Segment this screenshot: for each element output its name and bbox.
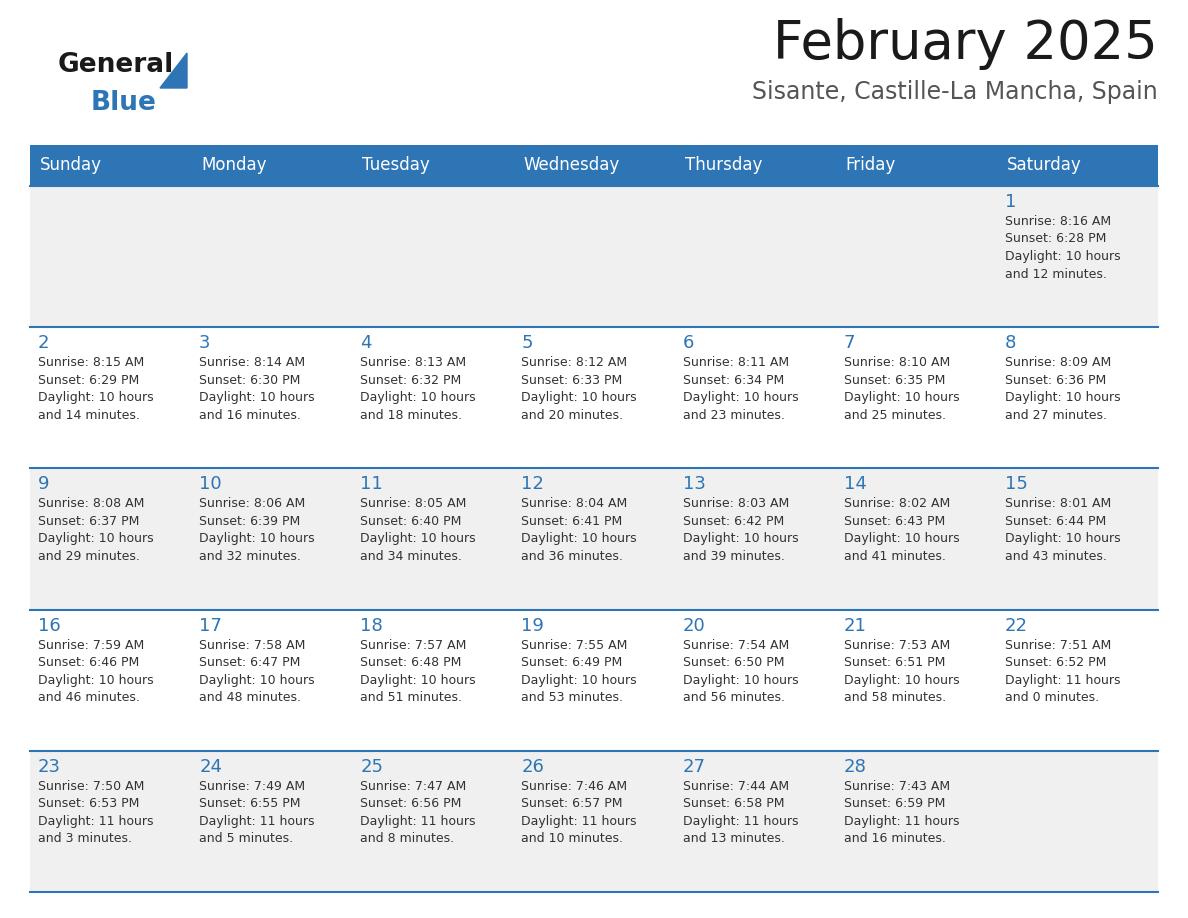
- Text: 11: 11: [360, 476, 383, 493]
- Text: Sunrise: 8:14 AM
Sunset: 6:30 PM
Daylight: 10 hours
and 16 minutes.: Sunrise: 8:14 AM Sunset: 6:30 PM Dayligh…: [200, 356, 315, 421]
- Text: 24: 24: [200, 757, 222, 776]
- Text: 9: 9: [38, 476, 50, 493]
- Text: 25: 25: [360, 757, 384, 776]
- Text: Sunrise: 7:54 AM
Sunset: 6:50 PM
Daylight: 10 hours
and 56 minutes.: Sunrise: 7:54 AM Sunset: 6:50 PM Dayligh…: [683, 639, 798, 704]
- Text: Sunrise: 8:05 AM
Sunset: 6:40 PM
Daylight: 10 hours
and 34 minutes.: Sunrise: 8:05 AM Sunset: 6:40 PM Dayligh…: [360, 498, 476, 563]
- Text: Blue: Blue: [91, 90, 157, 116]
- Text: 23: 23: [38, 757, 61, 776]
- Bar: [30, 751, 1158, 892]
- Text: Sunrise: 8:11 AM
Sunset: 6:34 PM
Daylight: 10 hours
and 23 minutes.: Sunrise: 8:11 AM Sunset: 6:34 PM Dayligh…: [683, 356, 798, 421]
- Text: 5: 5: [522, 334, 533, 353]
- Bar: [30, 610, 1158, 751]
- Text: 7: 7: [843, 334, 855, 353]
- Text: 20: 20: [683, 617, 706, 634]
- Text: February 2025: February 2025: [773, 18, 1158, 70]
- Text: Monday: Monday: [201, 156, 266, 174]
- Text: 14: 14: [843, 476, 866, 493]
- Text: 26: 26: [522, 757, 544, 776]
- Text: Sunrise: 7:59 AM
Sunset: 6:46 PM
Daylight: 10 hours
and 46 minutes.: Sunrise: 7:59 AM Sunset: 6:46 PM Dayligh…: [38, 639, 153, 704]
- Text: Sunrise: 7:47 AM
Sunset: 6:56 PM
Daylight: 11 hours
and 8 minutes.: Sunrise: 7:47 AM Sunset: 6:56 PM Dayligh…: [360, 779, 475, 845]
- Text: Sunrise: 7:51 AM
Sunset: 6:52 PM
Daylight: 11 hours
and 0 minutes.: Sunrise: 7:51 AM Sunset: 6:52 PM Dayligh…: [1005, 639, 1120, 704]
- Text: 28: 28: [843, 757, 866, 776]
- Text: 16: 16: [38, 617, 61, 634]
- Text: Sunrise: 7:57 AM
Sunset: 6:48 PM
Daylight: 10 hours
and 51 minutes.: Sunrise: 7:57 AM Sunset: 6:48 PM Dayligh…: [360, 639, 476, 704]
- Text: Sunrise: 8:13 AM
Sunset: 6:32 PM
Daylight: 10 hours
and 18 minutes.: Sunrise: 8:13 AM Sunset: 6:32 PM Dayligh…: [360, 356, 476, 421]
- Text: Sunrise: 8:15 AM
Sunset: 6:29 PM
Daylight: 10 hours
and 14 minutes.: Sunrise: 8:15 AM Sunset: 6:29 PM Dayligh…: [38, 356, 153, 421]
- Text: Sunrise: 8:12 AM
Sunset: 6:33 PM
Daylight: 10 hours
and 20 minutes.: Sunrise: 8:12 AM Sunset: 6:33 PM Dayligh…: [522, 356, 637, 421]
- Text: Wednesday: Wednesday: [524, 156, 620, 174]
- Text: 10: 10: [200, 476, 222, 493]
- Text: Sunrise: 7:43 AM
Sunset: 6:59 PM
Daylight: 11 hours
and 16 minutes.: Sunrise: 7:43 AM Sunset: 6:59 PM Dayligh…: [843, 779, 959, 845]
- Text: Tuesday: Tuesday: [362, 156, 430, 174]
- Text: 3: 3: [200, 334, 210, 353]
- Text: 8: 8: [1005, 334, 1016, 353]
- Text: Sunrise: 7:50 AM
Sunset: 6:53 PM
Daylight: 11 hours
and 3 minutes.: Sunrise: 7:50 AM Sunset: 6:53 PM Dayligh…: [38, 779, 153, 845]
- Text: Sunday: Sunday: [40, 156, 102, 174]
- Text: 22: 22: [1005, 617, 1028, 634]
- Text: Sunrise: 8:03 AM
Sunset: 6:42 PM
Daylight: 10 hours
and 39 minutes.: Sunrise: 8:03 AM Sunset: 6:42 PM Dayligh…: [683, 498, 798, 563]
- Text: Sunrise: 7:55 AM
Sunset: 6:49 PM
Daylight: 10 hours
and 53 minutes.: Sunrise: 7:55 AM Sunset: 6:49 PM Dayligh…: [522, 639, 637, 704]
- Text: 17: 17: [200, 617, 222, 634]
- Bar: [30, 468, 1158, 610]
- Text: Sisante, Castille-La Mancha, Spain: Sisante, Castille-La Mancha, Spain: [752, 80, 1158, 104]
- Text: Sunrise: 7:44 AM
Sunset: 6:58 PM
Daylight: 11 hours
and 13 minutes.: Sunrise: 7:44 AM Sunset: 6:58 PM Dayligh…: [683, 779, 798, 845]
- Text: Sunrise: 8:06 AM
Sunset: 6:39 PM
Daylight: 10 hours
and 32 minutes.: Sunrise: 8:06 AM Sunset: 6:39 PM Dayligh…: [200, 498, 315, 563]
- Text: Sunrise: 8:09 AM
Sunset: 6:36 PM
Daylight: 10 hours
and 27 minutes.: Sunrise: 8:09 AM Sunset: 6:36 PM Dayligh…: [1005, 356, 1120, 421]
- Text: 4: 4: [360, 334, 372, 353]
- Text: 18: 18: [360, 617, 383, 634]
- Bar: [30, 186, 1158, 327]
- Text: Sunrise: 7:53 AM
Sunset: 6:51 PM
Daylight: 10 hours
and 58 minutes.: Sunrise: 7:53 AM Sunset: 6:51 PM Dayligh…: [843, 639, 960, 704]
- Text: Sunrise: 8:10 AM
Sunset: 6:35 PM
Daylight: 10 hours
and 25 minutes.: Sunrise: 8:10 AM Sunset: 6:35 PM Dayligh…: [843, 356, 960, 421]
- Text: 12: 12: [522, 476, 544, 493]
- Bar: [30, 327, 1158, 468]
- Text: Thursday: Thursday: [684, 156, 762, 174]
- Text: Sunrise: 7:46 AM
Sunset: 6:57 PM
Daylight: 11 hours
and 10 minutes.: Sunrise: 7:46 AM Sunset: 6:57 PM Dayligh…: [522, 779, 637, 845]
- Text: Sunrise: 8:04 AM
Sunset: 6:41 PM
Daylight: 10 hours
and 36 minutes.: Sunrise: 8:04 AM Sunset: 6:41 PM Dayligh…: [522, 498, 637, 563]
- Text: Sunrise: 8:01 AM
Sunset: 6:44 PM
Daylight: 10 hours
and 43 minutes.: Sunrise: 8:01 AM Sunset: 6:44 PM Dayligh…: [1005, 498, 1120, 563]
- Text: Sunrise: 7:49 AM
Sunset: 6:55 PM
Daylight: 11 hours
and 5 minutes.: Sunrise: 7:49 AM Sunset: 6:55 PM Dayligh…: [200, 779, 315, 845]
- Text: General: General: [58, 52, 175, 78]
- Text: Sunrise: 7:58 AM
Sunset: 6:47 PM
Daylight: 10 hours
and 48 minutes.: Sunrise: 7:58 AM Sunset: 6:47 PM Dayligh…: [200, 639, 315, 704]
- Text: 1: 1: [1005, 193, 1016, 211]
- Text: 21: 21: [843, 617, 866, 634]
- Text: Sunrise: 8:08 AM
Sunset: 6:37 PM
Daylight: 10 hours
and 29 minutes.: Sunrise: 8:08 AM Sunset: 6:37 PM Dayligh…: [38, 498, 153, 563]
- Text: 19: 19: [522, 617, 544, 634]
- Text: 6: 6: [683, 334, 694, 353]
- Text: Friday: Friday: [846, 156, 896, 174]
- Text: Sunrise: 8:16 AM
Sunset: 6:28 PM
Daylight: 10 hours
and 12 minutes.: Sunrise: 8:16 AM Sunset: 6:28 PM Dayligh…: [1005, 215, 1120, 281]
- Text: 13: 13: [683, 476, 706, 493]
- Polygon shape: [160, 53, 187, 88]
- Text: 27: 27: [683, 757, 706, 776]
- Text: 2: 2: [38, 334, 50, 353]
- Text: 15: 15: [1005, 476, 1028, 493]
- Bar: [30, 145, 1158, 186]
- Text: Sunrise: 8:02 AM
Sunset: 6:43 PM
Daylight: 10 hours
and 41 minutes.: Sunrise: 8:02 AM Sunset: 6:43 PM Dayligh…: [843, 498, 960, 563]
- Text: Saturday: Saturday: [1007, 156, 1081, 174]
